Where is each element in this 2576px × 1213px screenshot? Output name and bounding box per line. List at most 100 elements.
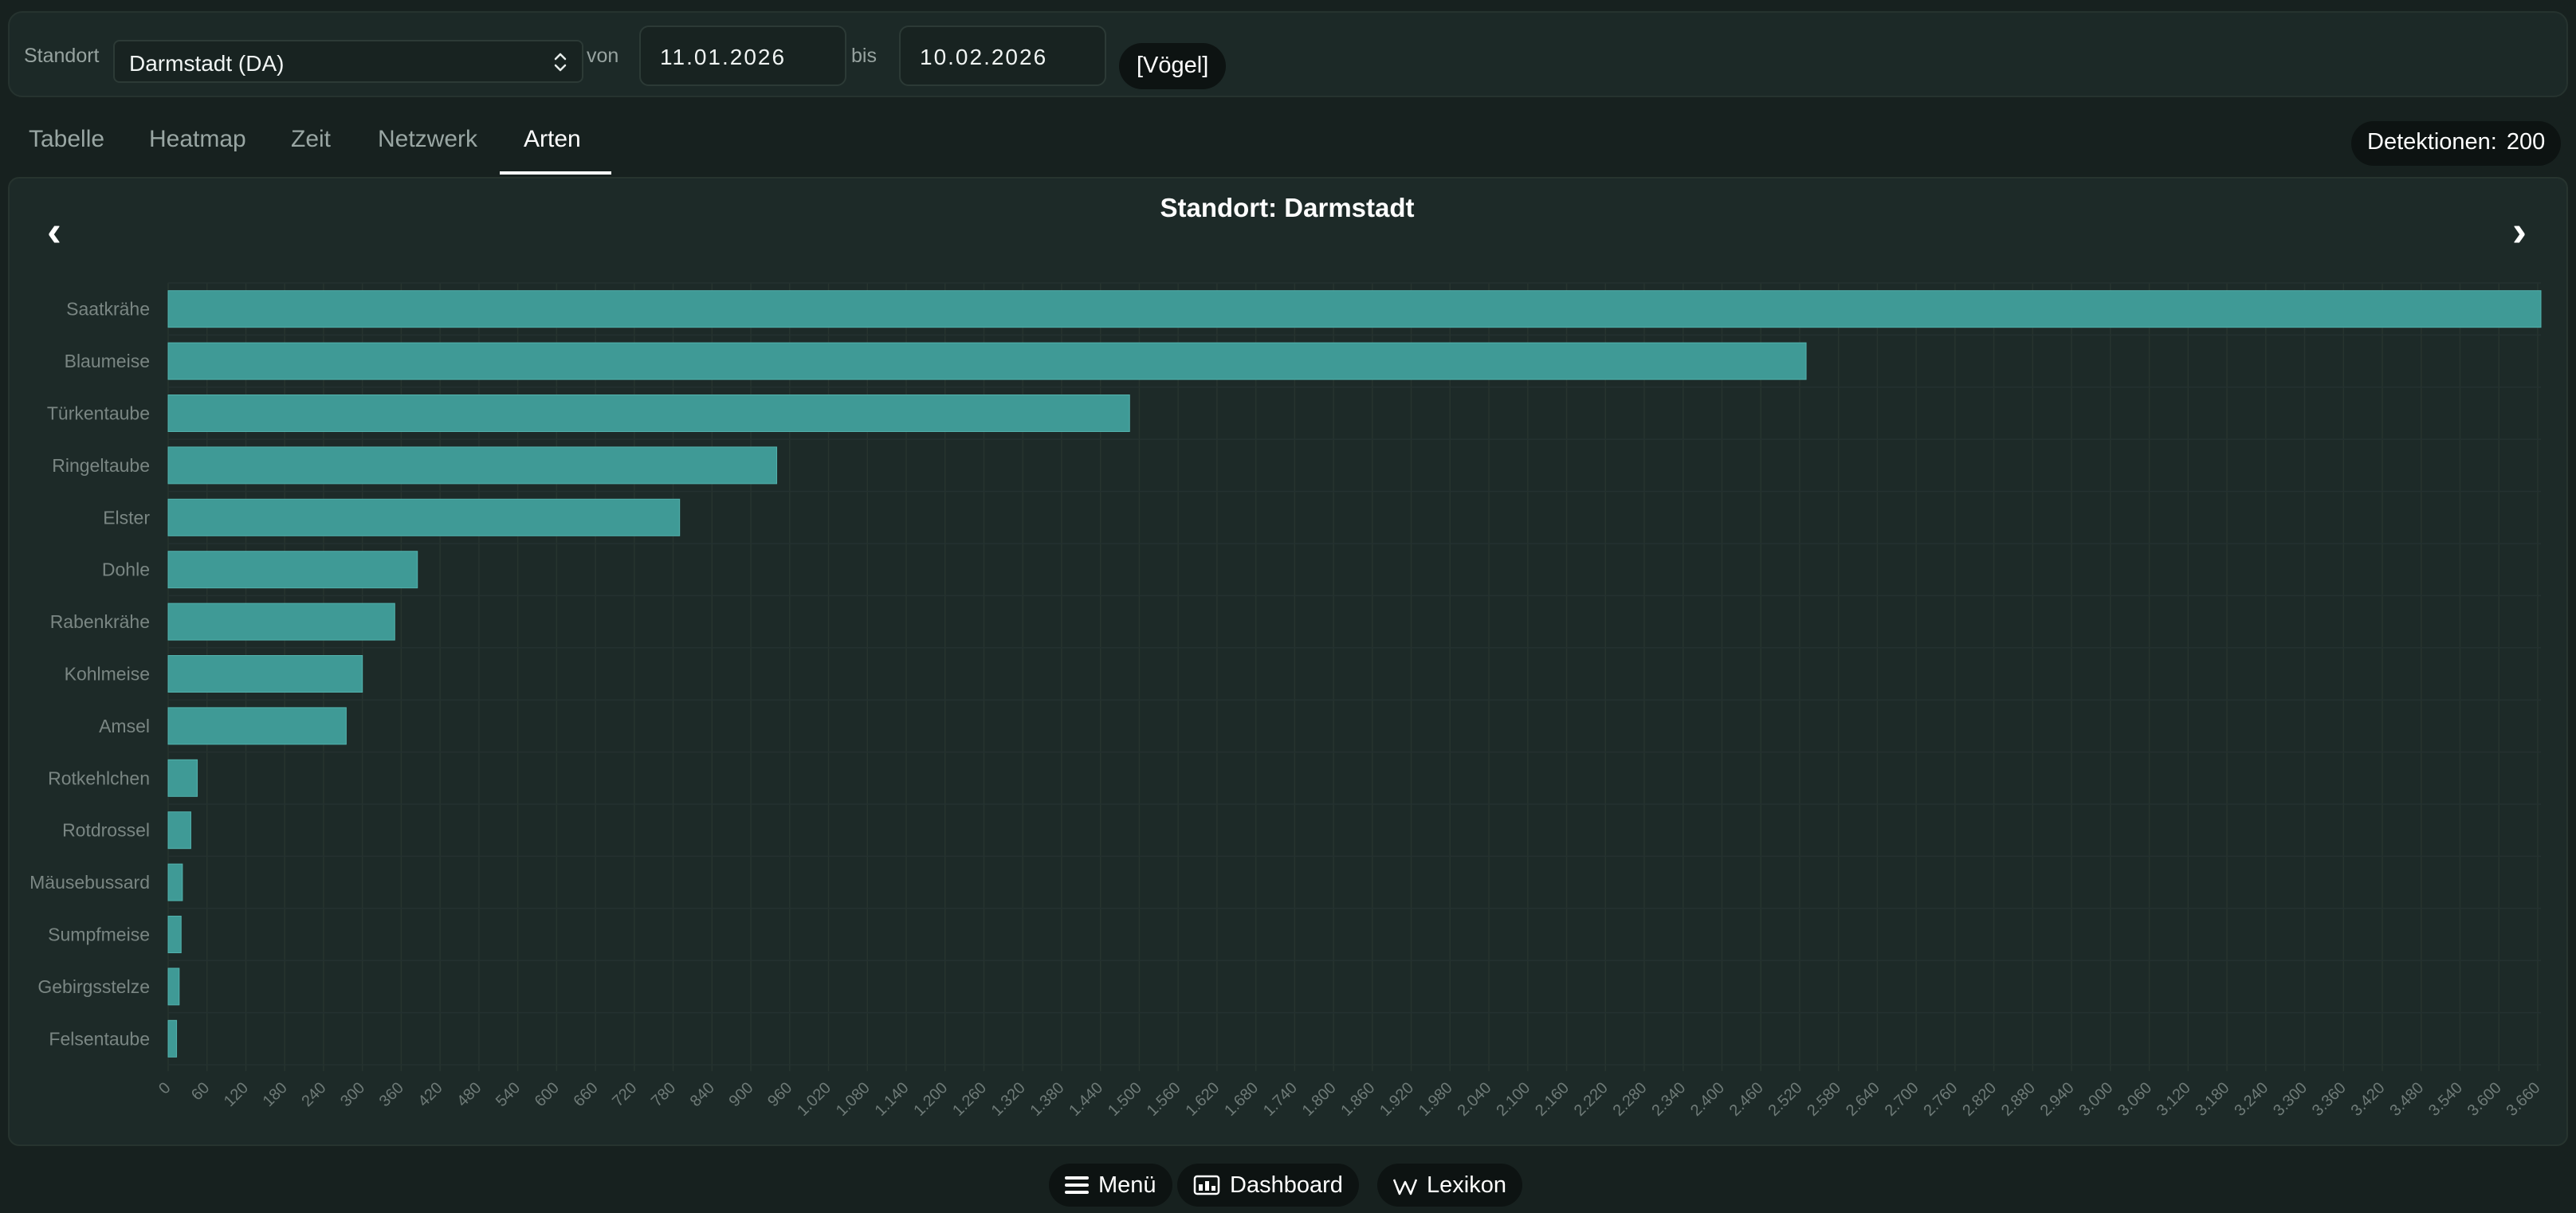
tab-heatmap[interactable]: Heatmap: [149, 126, 246, 152]
bar-Mäusebussard: [167, 863, 183, 901]
y-tick-label: Saatkrähe: [66, 299, 150, 320]
active-tab-indicator: [500, 171, 611, 175]
menu-button[interactable]: Menü: [1049, 1164, 1172, 1207]
x-tick-label: 3.060: [2115, 1079, 2155, 1120]
x-tick-label: 3.300: [2270, 1079, 2311, 1120]
bar-Blaumeise: [167, 342, 1807, 380]
date-to-input[interactable]: 10.02.2026: [899, 26, 1106, 86]
x-tick-label: 2.820: [1959, 1079, 2000, 1120]
next-site-button[interactable]: ›: [2512, 207, 2527, 255]
x-tick-label: 1.920: [1376, 1079, 1417, 1120]
detections-count-badge: Detektionen: 200: [2351, 121, 2562, 166]
hamburger-icon: [1065, 1176, 1089, 1195]
x-tick-label: 1.380: [1027, 1079, 1068, 1120]
x-tick-label: 3.000: [2075, 1079, 2116, 1120]
from-label: von: [587, 45, 619, 67]
tab-netzwerk[interactable]: Netzwerk: [378, 126, 478, 152]
bar-Elster: [167, 498, 681, 536]
x-tick-label: 720: [609, 1079, 640, 1110]
y-tick-label: Mäusebussard: [29, 872, 150, 893]
bottom-navigation: Menü Dashboard Lexikon: [0, 1160, 2576, 1208]
bar-Sumpfmeise: [167, 916, 182, 953]
lexikon-button[interactable]: Lexikon: [1377, 1164, 1522, 1207]
bar-Amsel: [167, 707, 347, 745]
x-tick-label: 180: [260, 1079, 291, 1110]
x-tick-label: 1.860: [1337, 1079, 1378, 1120]
dashboard-button[interactable]: Dashboard: [1177, 1164, 1359, 1207]
lexikon-label: Lexikon: [1427, 1172, 1506, 1198]
x-tick-label: 3.420: [2348, 1079, 2389, 1120]
species-bar-chart: Standort: Darmstadt 0 60 120 180 240 300 360 420…: [29, 193, 2544, 1120]
x-tick-label: 2.280: [1610, 1079, 1651, 1120]
date-from-input[interactable]: 11.01.2026: [639, 26, 846, 86]
x-tick-label: 1.020: [794, 1079, 834, 1120]
to-label: bis: [851, 45, 877, 67]
x-tick-label: 2.100: [1493, 1079, 1533, 1120]
x-tick-label: 1.560: [1144, 1079, 1184, 1120]
dashboard-icon: [1193, 1176, 1220, 1195]
x-tick-label: 2.040: [1455, 1079, 1495, 1120]
detections-value: 200: [2506, 129, 2546, 155]
site-select-value: Darmstadt (DA): [129, 51, 285, 76]
x-tick-label: 2.460: [1726, 1079, 1767, 1120]
y-tick-label: Gebirgsstelze: [37, 976, 150, 997]
x-tick-label: 2.760: [1920, 1079, 1961, 1120]
site-select[interactable]: Darmstadt (DA): [113, 40, 583, 83]
x-tick-label: 2.520: [1765, 1079, 1806, 1120]
x-tick-label: 960: [764, 1079, 795, 1110]
x-tick-label: 2.160: [1532, 1079, 1573, 1120]
tab-zeit[interactable]: Zeit: [291, 126, 332, 152]
x-tick-label: 600: [532, 1079, 563, 1110]
x-tick-label: 660: [570, 1079, 601, 1110]
y-tick-label: Felsentaube: [49, 1028, 150, 1049]
category-chip-birds[interactable]: [Vögel]: [1119, 43, 1227, 89]
x-tick-label: 1.680: [1221, 1079, 1262, 1120]
x-tick-label: 2.700: [1882, 1079, 1922, 1120]
y-tick-label: Elster: [103, 507, 150, 528]
y-tick-label: Türkentaube: [47, 403, 150, 424]
x-tick-label: 900: [725, 1079, 756, 1110]
x-tick-label: 2.940: [2037, 1079, 2078, 1120]
bar-Ringeltaube: [167, 446, 778, 485]
x-tick-label: 240: [298, 1079, 329, 1110]
x-tick-label: 3.600: [2464, 1079, 2505, 1120]
dashboard-label: Dashboard: [1230, 1172, 1343, 1198]
previous-site-button[interactable]: ‹: [47, 207, 61, 255]
x-tick-label: 1.260: [949, 1079, 990, 1120]
x-tick-label: 1.200: [910, 1079, 951, 1120]
x-tick-label: 3.360: [2309, 1079, 2350, 1120]
y-tick-label: Kohlmeise: [65, 664, 150, 685]
chart-panel: [8, 177, 2568, 1146]
view-tabs: Tabelle Heatmap Zeit Netzwerk Arten: [8, 112, 725, 175]
bar-Türkentaube: [167, 395, 1130, 432]
x-tick-label: 2.220: [1571, 1079, 1612, 1120]
menu-label: Menü: [1098, 1172, 1156, 1198]
x-tick-label: 1.320: [988, 1079, 1029, 1120]
tab-arten[interactable]: Arten: [524, 126, 581, 152]
x-tick-label: 2.400: [1687, 1079, 1728, 1120]
x-tick-label: 3.180: [2193, 1079, 2233, 1120]
x-tick-label: 1.980: [1416, 1079, 1456, 1120]
bar-Rabenkrähe: [167, 603, 395, 641]
x-tick-label: 2.640: [1843, 1079, 1883, 1120]
bar-Rotkehlchen: [167, 759, 198, 797]
site-label: Standort: [24, 45, 100, 67]
y-tick-label: Sumpfmeise: [48, 924, 150, 945]
detections-label: Detektionen:: [2367, 129, 2497, 155]
y-tick-label: Blaumeise: [65, 351, 150, 371]
bar-Kohlmeise: [167, 655, 363, 693]
x-tick-label: 420: [415, 1079, 446, 1110]
x-tick-label: 360: [376, 1079, 407, 1110]
x-tick-label: 3.660: [2503, 1079, 2544, 1120]
x-tick-label: 3.240: [2231, 1079, 2272, 1120]
x-tick-label: 3.120: [2154, 1079, 2194, 1120]
x-tick-label: 1.800: [1299, 1079, 1340, 1120]
x-tick-label: 1.500: [1105, 1079, 1145, 1120]
x-tick-label: 2.880: [1998, 1079, 2039, 1120]
x-tick-label: 2.340: [1648, 1079, 1689, 1120]
bar-Felsentaube: [167, 1019, 178, 1058]
chart-title: Standort: Darmstadt: [1160, 193, 1414, 222]
y-tick-label: Amsel: [99, 716, 150, 736]
tab-tabelle[interactable]: Tabelle: [29, 126, 105, 152]
x-tick-label: 3.480: [2386, 1079, 2427, 1120]
